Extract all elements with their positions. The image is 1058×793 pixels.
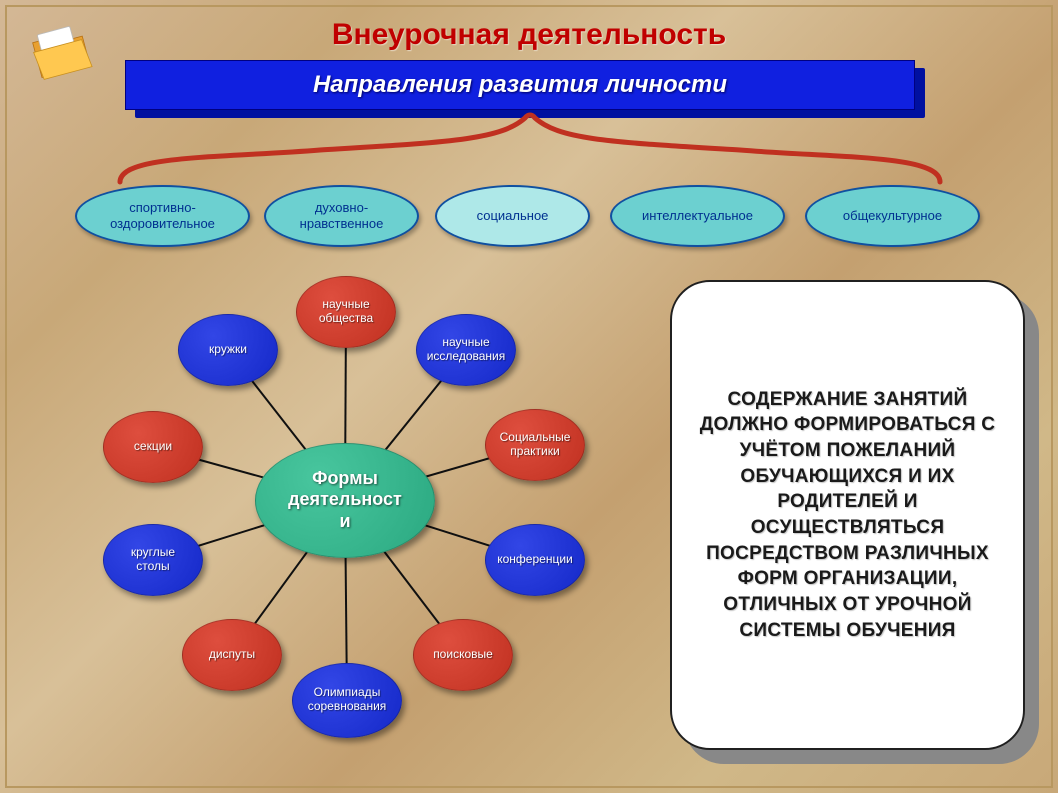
direction-oval-2: социальное [435, 185, 590, 247]
direction-oval-4: общекультурное [805, 185, 980, 247]
side-panel-text: Содержание занятий должно формироваться … [686, 387, 1009, 643]
activity-node-6: диспуты [182, 619, 282, 691]
activity-node-5: Олимпиадысоревнования [292, 663, 402, 738]
direction-oval-0: спортивно-оздоровительное [75, 185, 250, 247]
banner-text: Направления развития личности [313, 71, 727, 99]
activity-node-4: поисковые [413, 619, 513, 691]
direction-oval-1: духовно-нравственное [264, 185, 419, 247]
banner: Направления развития личности [125, 60, 915, 110]
activity-node-2: Социальныепрактики [485, 409, 585, 481]
cluster-center-node: Формыдеятельности [255, 443, 435, 558]
main-title: Внеурочная деятельность [0, 18, 1058, 52]
side-panel: Содержание занятий должно формироваться … [670, 280, 1025, 750]
activity-node-0: научныеобщества [296, 276, 396, 348]
activity-node-1: научныеисследования [416, 314, 516, 386]
activity-node-7: круглыестолы [103, 524, 203, 596]
activity-node-8: секции [103, 411, 203, 483]
activity-node-3: конференции [485, 524, 585, 596]
cluster-diagram: научныеобщества научныеисследования Социал… [50, 270, 640, 780]
brace-connector [70, 110, 990, 185]
activity-node-9: кружки [178, 314, 278, 386]
direction-oval-3: интеллектуальное [610, 185, 785, 247]
oval-row: спортивно-оздоровительноедуховно-нравств… [0, 185, 1058, 255]
